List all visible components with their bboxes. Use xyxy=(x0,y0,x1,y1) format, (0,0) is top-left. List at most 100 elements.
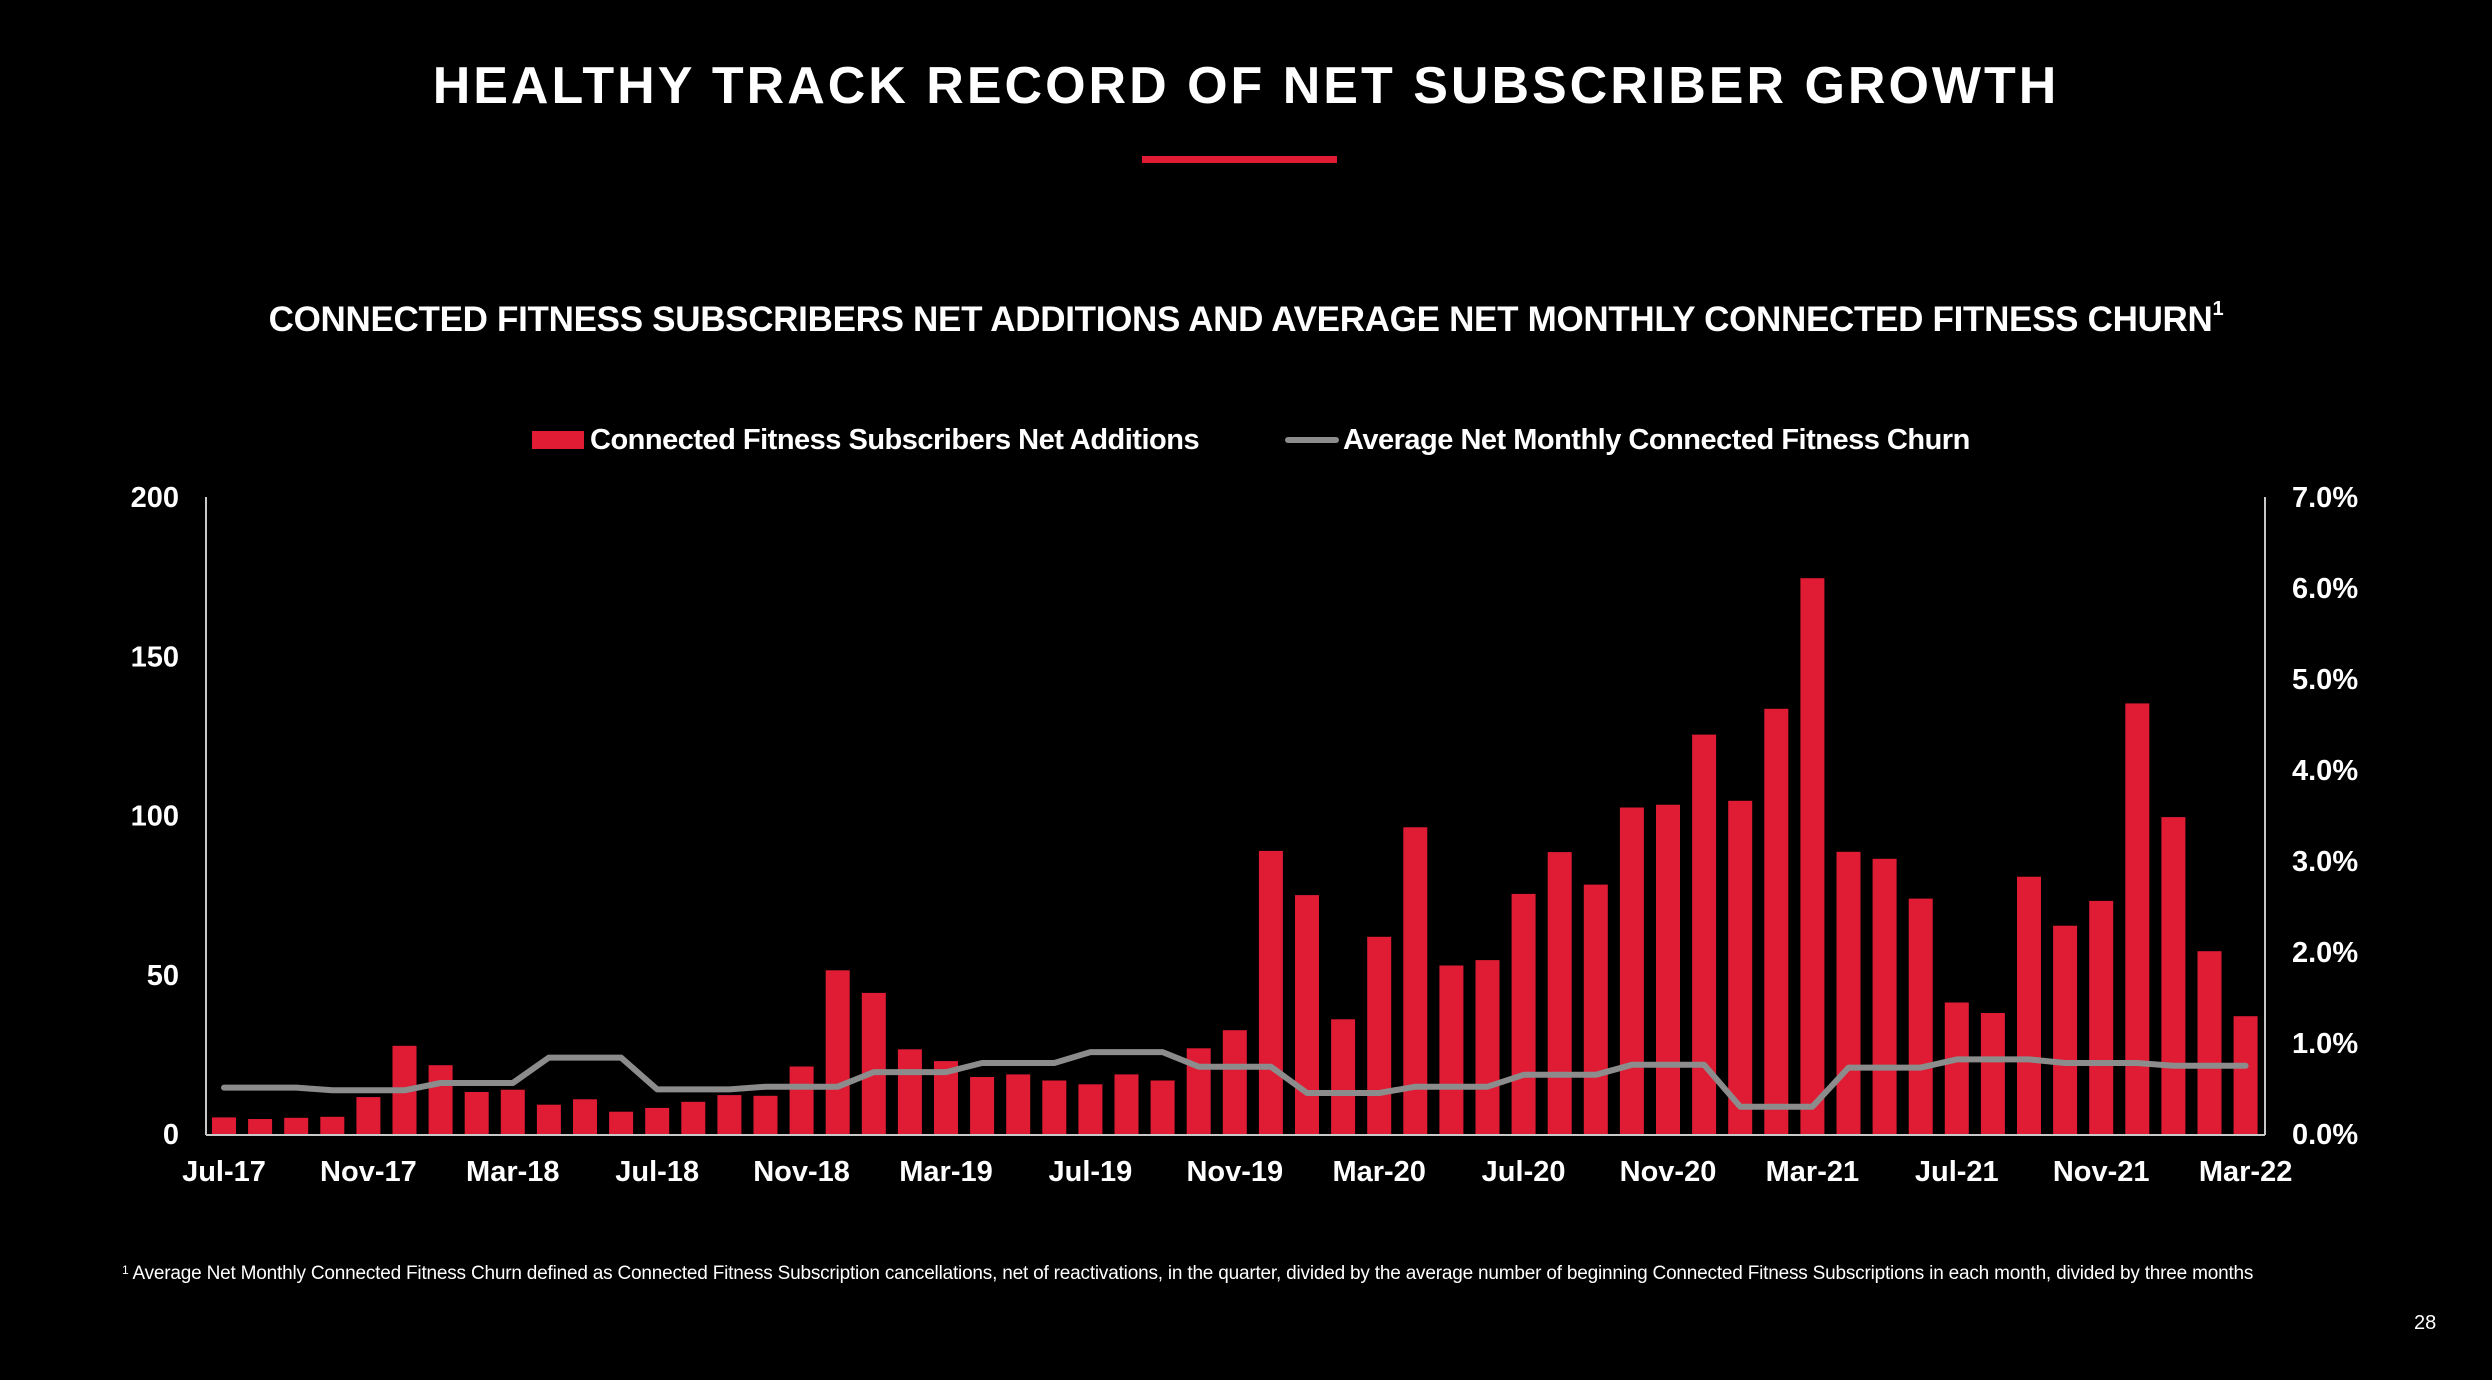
bar-oct-21 xyxy=(2053,925,2078,1134)
y2-tick-label: 2.0% xyxy=(2292,937,2358,969)
x-tick-label: Nov-21 xyxy=(2053,1156,2150,1188)
bar-apr-20 xyxy=(1403,827,1428,1134)
y2-tick-label: 6.0% xyxy=(2292,573,2358,605)
y2-tick-label: 5.0% xyxy=(2292,664,2358,696)
x-tick-label: Mar-22 xyxy=(2199,1156,2293,1188)
title-accent-bar xyxy=(1142,156,1337,163)
footnote-text: Average Net Monthly Connected Fitness Ch… xyxy=(132,1263,2254,1284)
bar-sep-21 xyxy=(2017,876,2041,1134)
chart-title: CONNECTED FITNESS SUBSCRIBERS NET ADDITI… xyxy=(0,298,2492,340)
x-tick-label: Jul-19 xyxy=(1048,1156,1132,1188)
y2-tick-label: 3.0% xyxy=(2292,846,2358,878)
y2-tick-label: 4.0% xyxy=(2292,755,2358,787)
x-tick-label: Nov-17 xyxy=(320,1156,417,1188)
y2-tick-label: 7.0% xyxy=(2292,482,2358,514)
bar-feb-18 xyxy=(464,1092,489,1134)
bar-mar-22 xyxy=(2233,1016,2258,1134)
bar-nov-20 xyxy=(1656,804,1680,1134)
x-tick-label: Nov-20 xyxy=(1620,1156,1717,1188)
x-tick-label: Jul-17 xyxy=(182,1156,266,1188)
bar-oct-17 xyxy=(320,1116,345,1134)
bar-jun-19 xyxy=(1042,1080,1067,1134)
churn-line-layer xyxy=(221,1049,2249,1110)
y-tick-label: 200 xyxy=(131,482,179,514)
footnote: 1 Average Net Monthly Connected Fitness C… xyxy=(122,1263,2253,1285)
chart-axes xyxy=(205,497,2266,1136)
bar-feb-22 xyxy=(2197,951,2222,1134)
slide-title: HEALTHY TRACK RECORD OF NET SUBSCRIBER G… xyxy=(432,57,2060,115)
legend-label-net-additions: Connected Fitness Subscribers Net Additi… xyxy=(590,423,1200,456)
legend-swatch-bar-icon xyxy=(532,431,584,449)
bar-jun-21 xyxy=(1908,898,1933,1134)
net-additions-bars xyxy=(212,578,2258,1134)
chart-legend: Connected Fitness Subscribers Net Additi… xyxy=(0,420,2492,460)
bar-jan-19 xyxy=(861,992,886,1134)
x-tick-label: Mar-19 xyxy=(899,1156,993,1188)
bar-nov-18 xyxy=(789,1066,814,1134)
bar-nov-21 xyxy=(2089,900,2114,1134)
y-tick-label: 150 xyxy=(131,641,179,673)
x-tick-label: Jul-18 xyxy=(615,1156,699,1188)
bar-jan-18 xyxy=(428,1065,453,1134)
chart-title-text: CONNECTED FITNESS SUBSCRIBERS NET ADDITI… xyxy=(268,300,2213,339)
bar-mar-18 xyxy=(500,1089,525,1134)
bar-oct-20 xyxy=(1619,807,1644,1134)
chart-title-footnote-marker: 1 xyxy=(2212,298,2224,320)
bar-apr-21 xyxy=(1836,851,1861,1134)
bar-may-18 xyxy=(573,1099,597,1134)
bar-jul-17 xyxy=(212,1117,236,1134)
bar-sep-20 xyxy=(1583,884,1608,1134)
x-tick-label: Nov-19 xyxy=(1186,1156,1283,1188)
bar-mar-21 xyxy=(1800,578,1825,1134)
footnote-marker: 1 xyxy=(122,1263,129,1277)
y2-tick-label: 1.0% xyxy=(2292,1028,2358,1060)
x-tick-label: Jul-20 xyxy=(1482,1156,1566,1188)
bar-jul-18 xyxy=(645,1107,670,1134)
bar-aug-17 xyxy=(248,1119,273,1134)
bar-oct-18 xyxy=(753,1095,778,1134)
x-tick-label: Mar-18 xyxy=(466,1156,560,1188)
bar-may-21 xyxy=(1872,858,1897,1134)
bar-aug-18 xyxy=(681,1101,706,1134)
y-tick-label: 100 xyxy=(131,801,179,833)
bar-may-19 xyxy=(1006,1074,1031,1134)
bar-sep-17 xyxy=(284,1117,309,1134)
bar-apr-18 xyxy=(536,1104,561,1134)
bar-jun-20 xyxy=(1475,960,1500,1134)
bar-aug-21 xyxy=(1980,1013,2005,1134)
bar-jan-21 xyxy=(1728,800,1753,1134)
x-axis-labels: Jul-17 Nov-17 Mar-18 Jul-18 Nov-18 Mar-19 Jul-… xyxy=(182,1156,2292,1188)
bar-dec-18 xyxy=(825,970,850,1134)
x-tick-label: Jul-21 xyxy=(1915,1156,1999,1188)
legend-swatch-line-icon xyxy=(1285,437,1339,443)
bar-jul-20 xyxy=(1511,893,1536,1134)
right-axis-labels: 0.0% 1.0% 2.0% 3.0% 4.0% 5.0% 6.0% 7.0% xyxy=(2292,482,2358,1151)
bar-may-20 xyxy=(1439,965,1464,1134)
bar-feb-20 xyxy=(1331,1019,1356,1134)
y-tick-label: 50 xyxy=(147,960,179,992)
bar-apr-19 xyxy=(970,1077,995,1134)
bar-jun-18 xyxy=(609,1111,634,1134)
bar-mar-20 xyxy=(1367,936,1392,1134)
x-tick-label: Mar-21 xyxy=(1766,1156,1860,1188)
x-tick-label: Nov-18 xyxy=(753,1156,850,1188)
bar-sep-19 xyxy=(1150,1080,1175,1134)
bar-jul-19 xyxy=(1078,1084,1103,1134)
bar-jan-20 xyxy=(1295,895,1319,1134)
x-tick-label: Mar-20 xyxy=(1332,1156,1426,1188)
bar-dec-19 xyxy=(1258,850,1283,1134)
bar-feb-19 xyxy=(897,1049,922,1134)
bar-sep-18 xyxy=(717,1095,742,1134)
y2-tick-label: 0.0% xyxy=(2292,1119,2358,1151)
bar-aug-19 xyxy=(1114,1074,1139,1134)
legend-item-churn: Average Net Monthly Connected Fitness Ch… xyxy=(1285,420,1970,460)
bar-jan-22 xyxy=(2161,817,2186,1134)
bar-feb-21 xyxy=(1764,708,1789,1134)
page-number: 28 xyxy=(2414,1312,2437,1334)
bar-nov-17 xyxy=(356,1097,381,1134)
bar-jul-21 xyxy=(1944,1002,1969,1134)
left-axis-labels: 0 50 100 150 200 xyxy=(131,482,179,1151)
y-tick-label: 0 xyxy=(163,1119,179,1151)
bar-nov-19 xyxy=(1222,1030,1247,1134)
